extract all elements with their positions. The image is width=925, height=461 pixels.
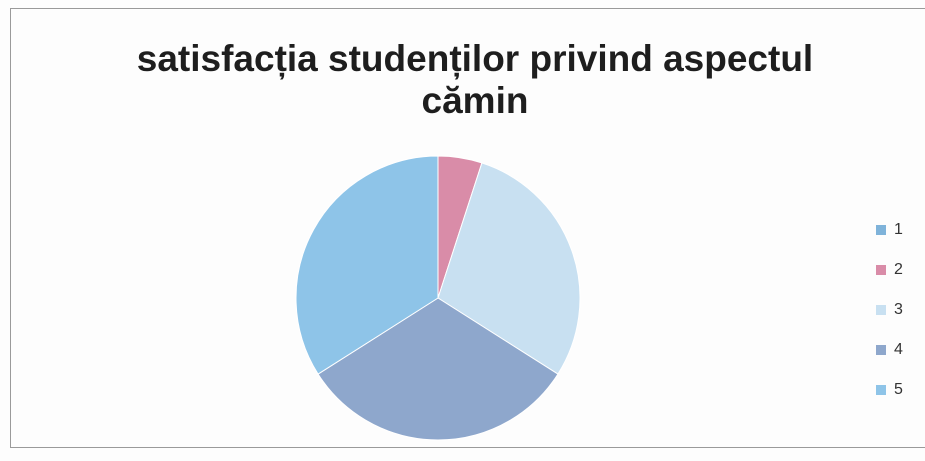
legend-label: 4 [894,341,903,358]
legend-label: 1 [894,221,903,238]
pie-slice [295,155,439,375]
pie-slice [317,297,559,441]
chart-frame [10,8,925,448]
legend-swatch [876,345,886,355]
legend-swatch [876,225,886,235]
legend-swatch [876,385,886,395]
legend-swatch [876,305,886,315]
legend-swatch [876,265,886,275]
pie-slice [437,162,581,375]
legend-label: 3 [894,301,903,318]
legend-label: 5 [894,381,903,398]
chart-title: satisfacția studenților privind aspectul… [136,38,814,121]
legend-label: 2 [894,261,903,278]
